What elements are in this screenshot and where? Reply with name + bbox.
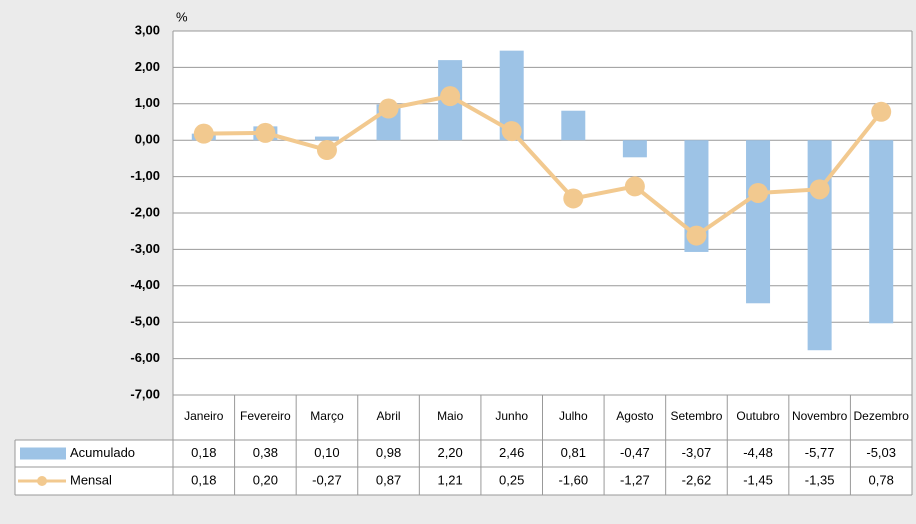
x-tick-label: Março xyxy=(310,409,344,423)
y-tick-label: -2,00 xyxy=(130,204,160,219)
legend-label: Acumulado xyxy=(70,445,135,460)
y-tick-label: -4,00 xyxy=(130,277,160,292)
marker xyxy=(255,122,276,143)
y-tick-label: 2,00 xyxy=(135,59,160,74)
bar xyxy=(869,140,894,324)
table-value: -0,27 xyxy=(312,472,342,487)
plot-area xyxy=(173,31,912,440)
legend-label: Mensal xyxy=(70,472,112,487)
bar xyxy=(314,136,339,141)
x-tick-label: Setembro xyxy=(670,409,722,423)
table-value: 0,78 xyxy=(869,472,894,487)
x-tick-label: Dezembro xyxy=(854,409,910,423)
table-value: 0,18 xyxy=(191,472,216,487)
line xyxy=(203,94,883,239)
x-tick-label: Outubro xyxy=(736,409,780,423)
table-value: -5,77 xyxy=(805,445,835,460)
x-tick-label: Abril xyxy=(377,409,401,423)
table-value: 0,10 xyxy=(314,445,339,460)
table-value: -0,47 xyxy=(620,445,650,460)
bar xyxy=(746,140,771,304)
table-value: 0,81 xyxy=(561,445,586,460)
marker xyxy=(316,140,337,161)
marker xyxy=(563,188,584,209)
table-value: 0,38 xyxy=(253,445,278,460)
y-tick-label: -6,00 xyxy=(130,350,160,365)
marker xyxy=(440,86,461,107)
y-tick-label: 3,00 xyxy=(135,22,160,37)
table-value: 2,20 xyxy=(437,445,462,460)
table-value: -1,35 xyxy=(805,472,835,487)
table-value: -1,60 xyxy=(558,472,588,487)
table-value: 2,46 xyxy=(499,445,524,460)
table-value: -1,27 xyxy=(620,472,650,487)
y-tick-label: -5,00 xyxy=(130,314,160,329)
x-tick-label: Julho xyxy=(559,409,588,423)
table-value: -2,62 xyxy=(682,472,712,487)
table-value: -3,07 xyxy=(682,445,712,460)
marker xyxy=(501,121,522,142)
x-tick-label: Agosto xyxy=(616,409,654,423)
bar xyxy=(561,110,586,141)
table-value: -4,48 xyxy=(743,445,773,460)
bar xyxy=(807,140,832,351)
marker xyxy=(378,98,399,119)
table-value: 0,20 xyxy=(253,472,278,487)
table-value: 0,25 xyxy=(499,472,524,487)
marker xyxy=(748,182,769,203)
table-value: -1,45 xyxy=(743,472,773,487)
y-tick-label: -7,00 xyxy=(130,386,160,401)
x-tick-label: Maio xyxy=(437,409,463,423)
legend-swatch xyxy=(20,447,66,460)
table-value: 0,87 xyxy=(376,472,401,487)
table-value: 1,21 xyxy=(437,472,462,487)
table-value: 0,98 xyxy=(376,445,401,460)
marker xyxy=(871,101,892,122)
y-tick-label: 0,00 xyxy=(135,132,160,147)
legend-swatch xyxy=(37,476,47,486)
marker xyxy=(809,179,830,200)
y-tick-label: -1,00 xyxy=(130,168,160,183)
y-tick-label: -3,00 xyxy=(130,241,160,256)
table-value: 0,18 xyxy=(191,445,216,460)
x-tick-label: Fevereiro xyxy=(240,409,291,423)
marker xyxy=(624,176,645,197)
bar xyxy=(622,140,647,158)
x-tick-label: Junho xyxy=(495,409,528,423)
x-tick-label: Janeiro xyxy=(184,409,224,423)
y-tick-label: 1,00 xyxy=(135,95,160,110)
x-tick-label: Novembro xyxy=(792,409,848,423)
table-value: -5,03 xyxy=(866,445,896,460)
marker xyxy=(193,123,214,144)
y-axis-label: % xyxy=(176,9,188,24)
marker xyxy=(686,225,707,246)
